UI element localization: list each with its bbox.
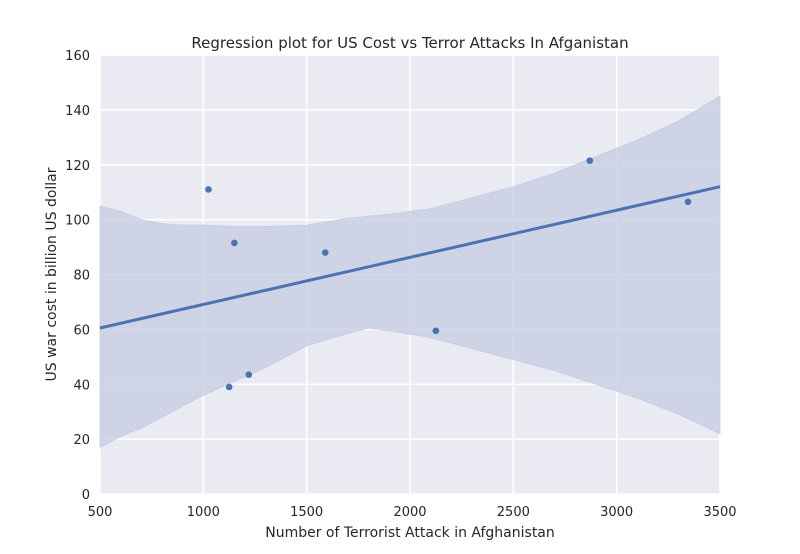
data-point bbox=[245, 371, 253, 378]
chart-title: Regression plot for US Cost vs Terror At… bbox=[191, 34, 628, 52]
y-tick-label: 60 bbox=[73, 323, 90, 338]
x-tick-label: 500 bbox=[88, 505, 113, 520]
data-point bbox=[205, 186, 212, 193]
y-tick-label: 100 bbox=[65, 214, 90, 229]
y-tick-label: 40 bbox=[73, 378, 90, 393]
y-tick-label: 80 bbox=[73, 269, 90, 284]
y-tick-label: 20 bbox=[73, 433, 90, 448]
x-tick-label: 3000 bbox=[600, 505, 633, 520]
data-point bbox=[225, 383, 233, 391]
data-point bbox=[586, 157, 594, 164]
x-tick-labels: 500 1000 1500 2000 2500 3000 3500 bbox=[88, 505, 737, 520]
y-axis-label: US war cost in billion US dollar bbox=[44, 167, 60, 381]
x-axis-label: Number of Terrorist Attack in Afghanista… bbox=[265, 525, 555, 541]
data-point bbox=[231, 239, 238, 247]
y-tick-label: 160 bbox=[65, 49, 90, 64]
data-point bbox=[321, 249, 329, 256]
regression-line bbox=[99, 185, 721, 330]
x-tick-label: 1500 bbox=[290, 505, 323, 520]
y-tick-label: 140 bbox=[65, 104, 90, 119]
data-point bbox=[432, 327, 440, 335]
x-tick-label: 2000 bbox=[393, 505, 426, 520]
confidence-band bbox=[99, 95, 721, 449]
x-tick-label: 3500 bbox=[703, 505, 736, 520]
y-tick-label: 120 bbox=[65, 159, 90, 174]
data-points bbox=[205, 157, 692, 391]
x-tick-label: 2500 bbox=[497, 505, 530, 520]
y-tick-labels: 0 20 40 60 80 100 120 140 160 bbox=[65, 49, 90, 503]
x-tick-label: 1000 bbox=[187, 505, 220, 520]
data-point bbox=[684, 198, 692, 206]
y-tick-label: 0 bbox=[82, 488, 90, 503]
